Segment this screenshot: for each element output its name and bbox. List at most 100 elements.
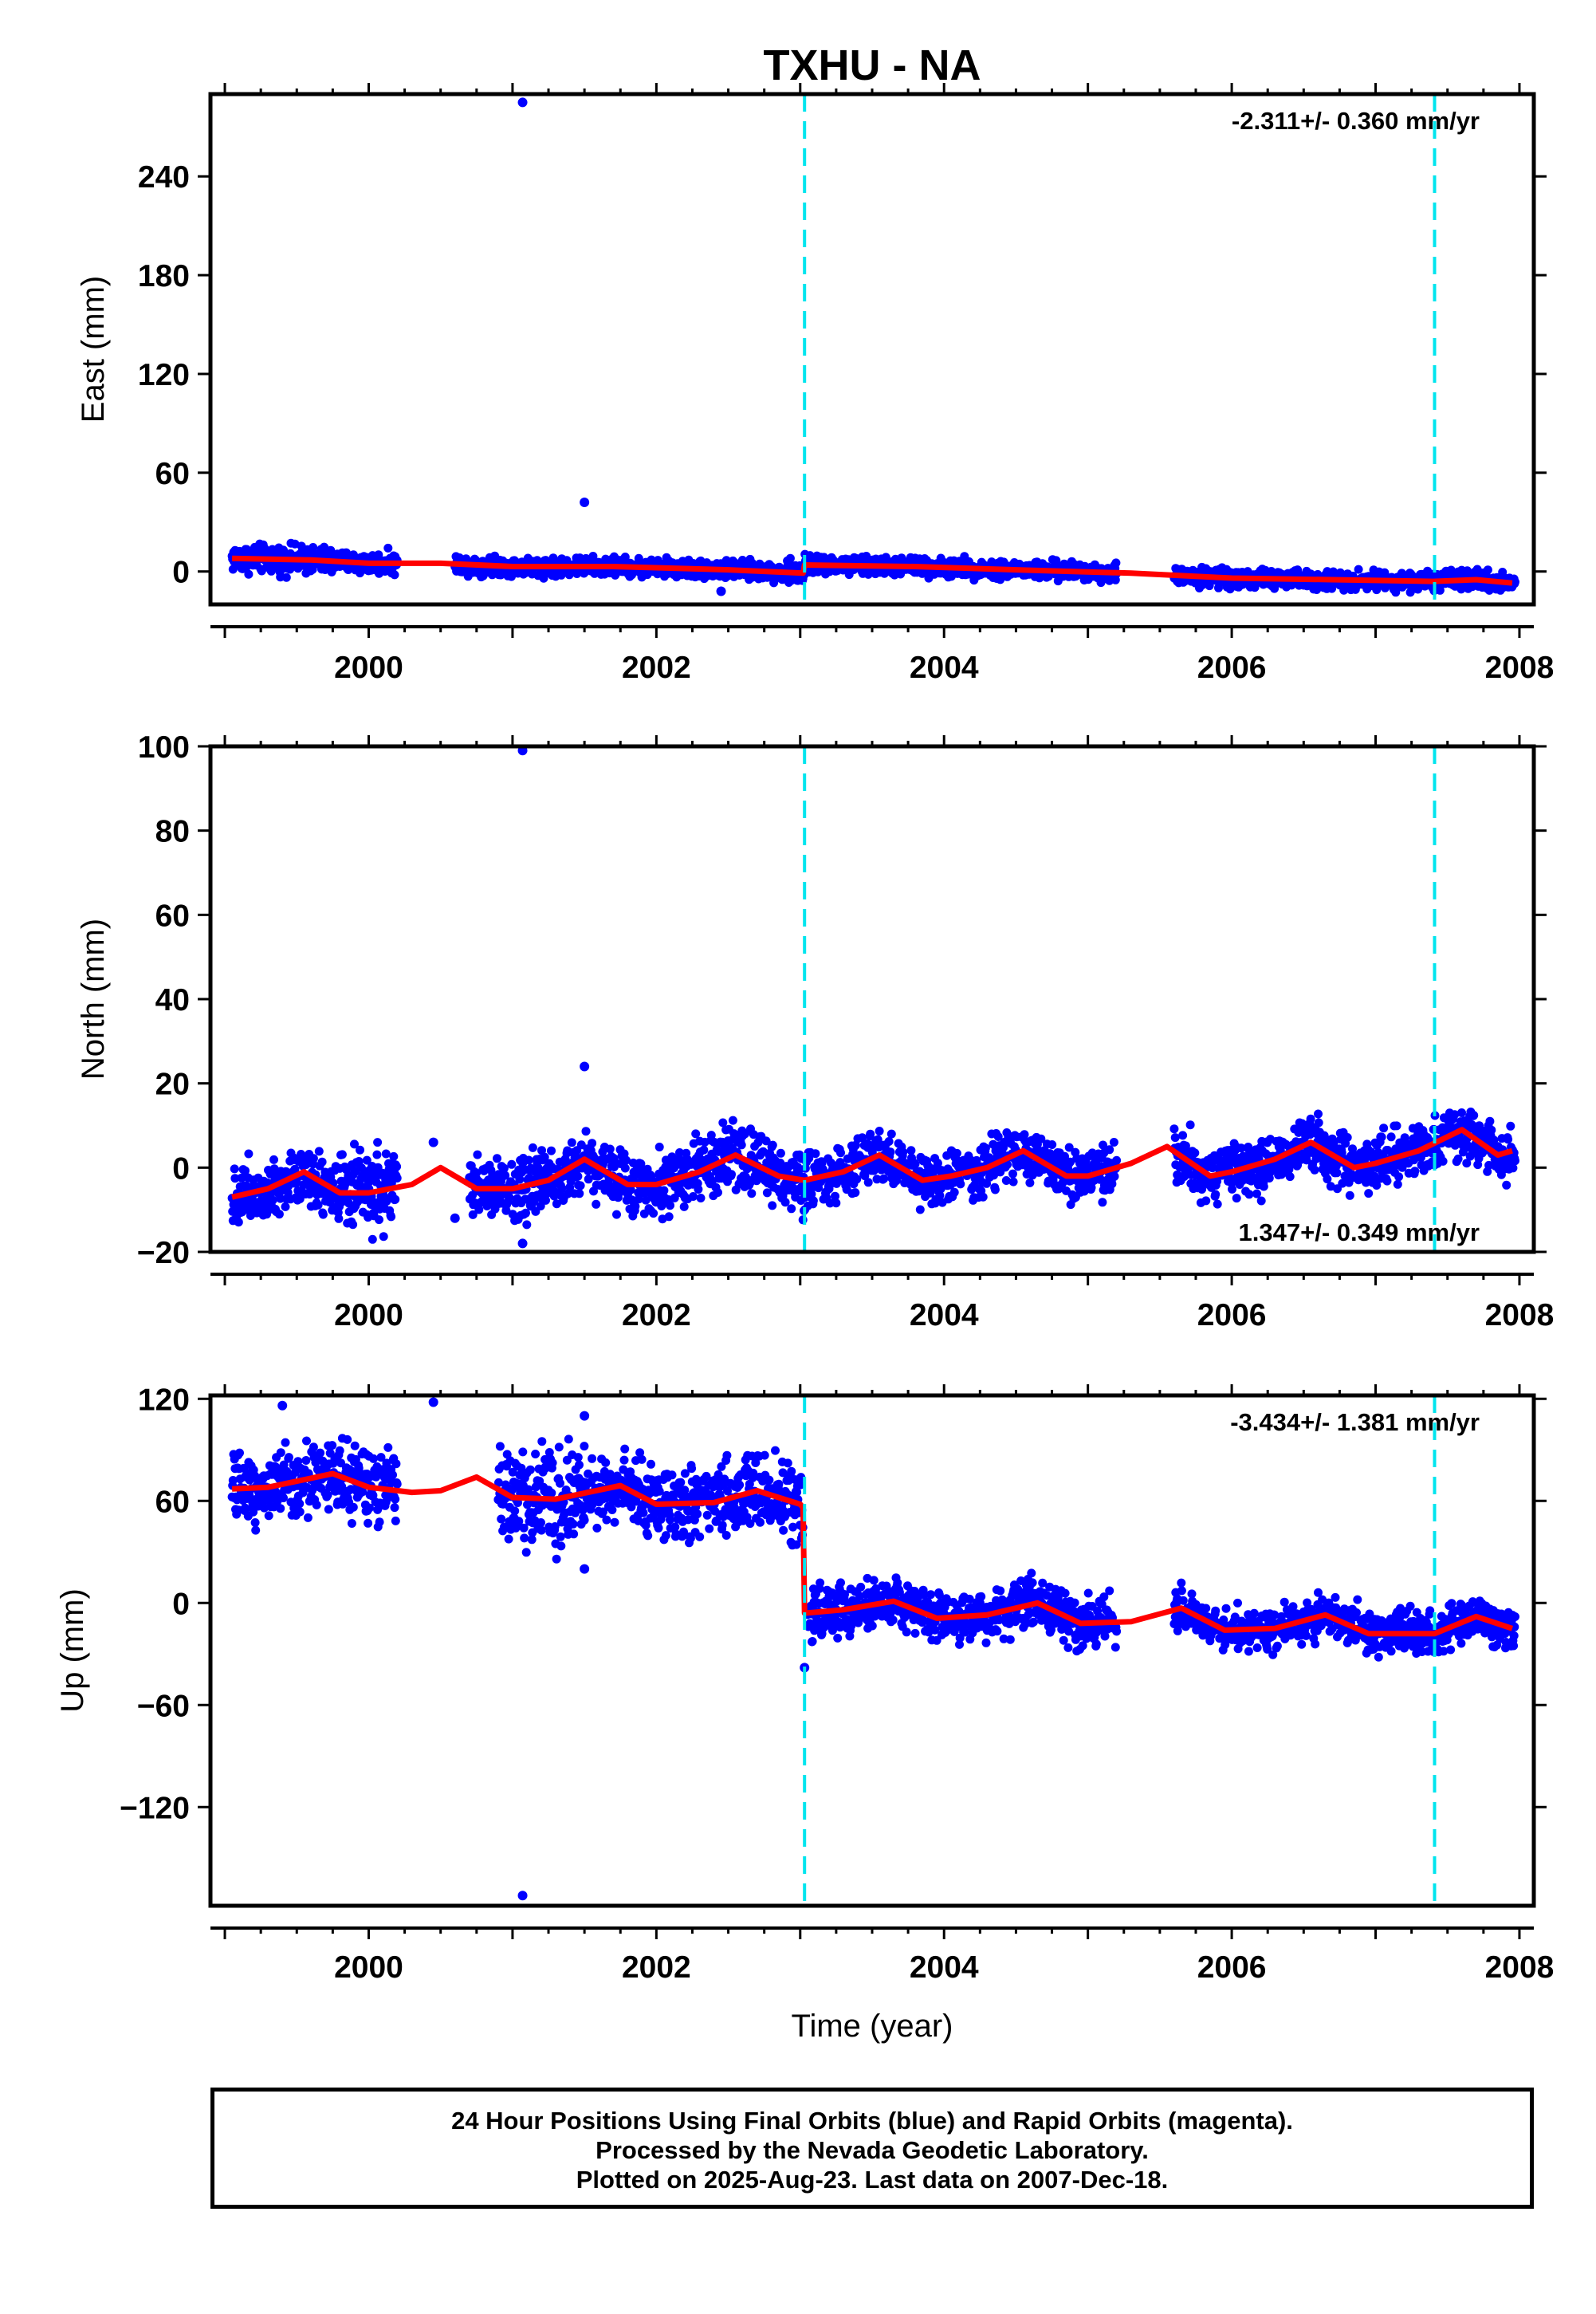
data-point (718, 1118, 728, 1127)
data-point (557, 1183, 567, 1193)
data-point (308, 565, 317, 574)
data-point (1211, 1190, 1221, 1199)
data-point (317, 1157, 327, 1167)
y-tick-label: 60 (155, 899, 190, 933)
data-point (657, 1202, 666, 1210)
data-point (575, 1189, 584, 1198)
data-point (237, 1173, 246, 1183)
data-point (1382, 1176, 1392, 1186)
north-rate-label: 1.347+/- 0.349 mm/yr (1239, 1218, 1480, 1246)
y-tick-label: 60 (155, 457, 190, 491)
data-point (356, 1145, 364, 1155)
data-point (1504, 1135, 1513, 1144)
data-point (228, 1476, 238, 1485)
data-point (281, 1438, 290, 1447)
data-point (244, 569, 254, 579)
data-point (290, 1164, 300, 1174)
data-point (1410, 1167, 1420, 1176)
data-point (592, 1199, 601, 1209)
data-point (993, 1132, 1003, 1141)
data-point (1064, 1143, 1074, 1152)
data-point (1111, 558, 1121, 568)
data-point (241, 1166, 250, 1175)
data-point (389, 1151, 399, 1161)
data-point (990, 1185, 1000, 1194)
data-point (761, 1136, 771, 1146)
data-point (383, 543, 393, 553)
data-point (537, 1146, 546, 1155)
data-point (1393, 1179, 1402, 1189)
data-point (664, 1212, 674, 1222)
data-point (811, 1149, 820, 1159)
data-point (879, 569, 889, 578)
data-point (473, 1150, 482, 1159)
x-tick-label: 2000 (334, 1298, 403, 1332)
data-point (524, 1155, 533, 1165)
data-point (234, 1218, 243, 1227)
data-point (1112, 1155, 1122, 1165)
data-point (706, 1131, 716, 1140)
up-points (227, 1397, 1519, 1901)
data-point (293, 1457, 303, 1466)
x-tick-label: 2002 (622, 1298, 691, 1332)
data-point (737, 1140, 746, 1150)
data-point (713, 1188, 722, 1197)
data-point (1244, 1190, 1254, 1199)
data-point (547, 1146, 556, 1155)
data-point (605, 1144, 615, 1154)
data-point (303, 1513, 313, 1522)
data-point (762, 1188, 772, 1198)
y-tick-label: 20 (155, 1068, 190, 1102)
data-point (620, 1163, 630, 1173)
data-point (863, 1178, 873, 1187)
data-point (493, 1154, 501, 1163)
data-point (1379, 1124, 1389, 1133)
data-point (268, 1195, 277, 1205)
data-point (1110, 1171, 1119, 1181)
data-point (505, 1192, 514, 1202)
data-point (1066, 1157, 1075, 1167)
data-point (886, 1147, 895, 1157)
north-points (227, 746, 1519, 1249)
data-point (1001, 1176, 1011, 1185)
data-point (1256, 1196, 1266, 1206)
data-point (392, 1162, 402, 1171)
data-point (350, 1139, 359, 1149)
data-point (768, 1201, 777, 1210)
data-point (858, 1133, 867, 1143)
x-tick-label: 2008 (1485, 651, 1555, 685)
data-point (348, 1220, 358, 1230)
data-point (622, 1155, 631, 1165)
data-point (1236, 1143, 1246, 1153)
data-point (1485, 1116, 1495, 1126)
data-point (314, 1147, 324, 1156)
outlier-point (580, 498, 590, 507)
data-point (1048, 1140, 1057, 1149)
data-point (260, 1503, 269, 1513)
data-point (675, 1148, 684, 1157)
data-point (620, 553, 630, 561)
data-point (528, 1143, 537, 1152)
data-point (713, 1147, 723, 1156)
data-point (910, 1159, 920, 1169)
data-point (1345, 1190, 1354, 1200)
data-point (1232, 1194, 1241, 1203)
data-point (1394, 1172, 1404, 1182)
data-point (852, 1175, 862, 1184)
data-point (337, 1150, 347, 1159)
data-point (501, 1171, 510, 1180)
data-point (515, 1175, 525, 1184)
data-point (588, 552, 598, 561)
east-y-axis-label: East (mm) (76, 276, 111, 423)
data-point (1386, 1132, 1396, 1142)
data-point (679, 1202, 689, 1211)
data-point (626, 1185, 635, 1194)
data-point (1354, 565, 1363, 574)
data-point (631, 1202, 640, 1211)
x-tick-label: 2004 (910, 1298, 979, 1332)
data-point (807, 1190, 816, 1198)
data-point (1453, 1154, 1463, 1163)
data-point (747, 1189, 757, 1198)
data-point (659, 1186, 669, 1195)
y-tick-label: 40 (155, 983, 190, 1017)
